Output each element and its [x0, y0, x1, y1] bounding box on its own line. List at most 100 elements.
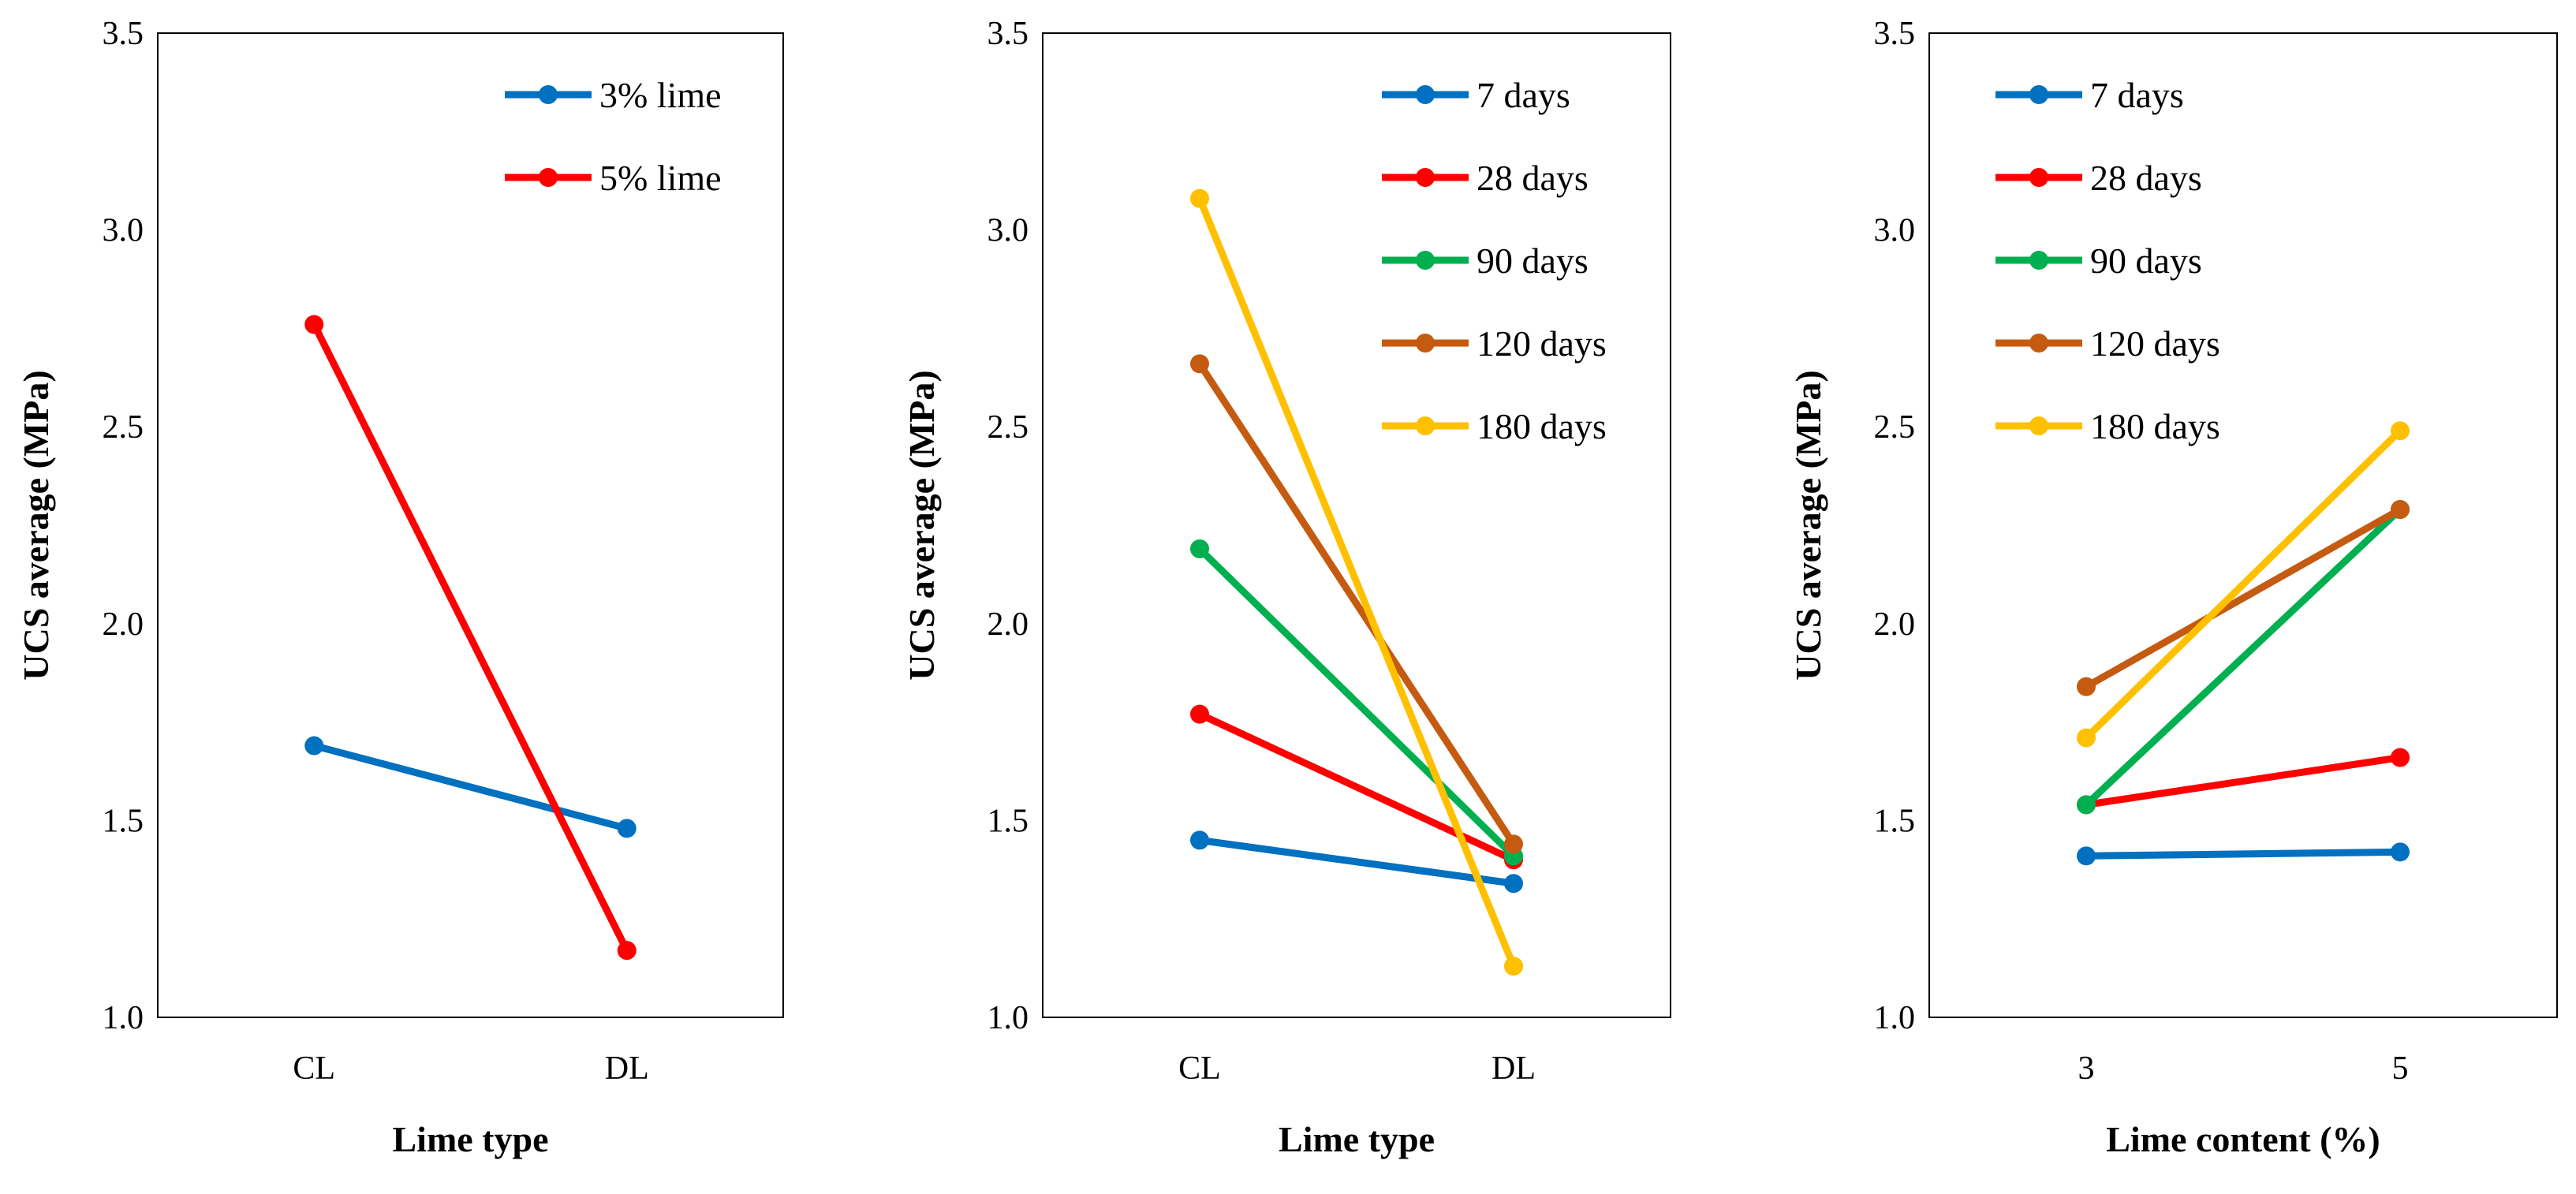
plot-area [1928, 32, 2558, 1018]
series-120-days [2077, 500, 2410, 696]
legend: 7 days 28 days 90 days 120 days 180 days [1995, 75, 2220, 446]
series-3-lime [304, 736, 637, 838]
data-point [1504, 834, 1523, 854]
series-line [1196, 196, 1518, 968]
data-point [304, 315, 324, 334]
legend: 7 days 28 days 90 days 120 days 180 days [1382, 75, 1607, 446]
data-point [1504, 957, 1523, 976]
legend-label: 28 days [2090, 158, 2202, 198]
series-line [2084, 506, 2402, 690]
series-5-lime [304, 315, 637, 961]
legend-swatch-marker [2029, 334, 2048, 353]
data-point [2077, 728, 2096, 748]
series-7-days [2077, 842, 2410, 866]
legend-label: 5% lime [599, 158, 722, 198]
x-tick-label: DL [1491, 1050, 1536, 1087]
legend-label: 7 days [1477, 75, 1570, 115]
legend-swatch-marker [1416, 168, 1435, 187]
series-line [1199, 836, 1514, 887]
series-180-days [2077, 421, 2410, 748]
legend-label: 180 days [2090, 406, 2220, 446]
legend-swatch-marker [2029, 416, 2048, 435]
data-point [2077, 795, 2096, 815]
legend-label: 90 days [1477, 241, 1589, 281]
series-28-days [2077, 748, 2410, 815]
legend-label: 90 days [2090, 241, 2202, 281]
x-tick-label: 5 [2392, 1050, 2409, 1087]
y-axis-label: UCS average (MPa) [16, 370, 56, 680]
y-tick-label: 1.5 [1874, 803, 1916, 839]
y-tick-label: 3.5 [1874, 16, 1916, 52]
legend-swatch-marker [1416, 251, 1435, 270]
y-tick-label: 3.5 [103, 16, 144, 52]
series-line [2085, 754, 2401, 808]
legend-swatch-marker [1416, 334, 1435, 353]
data-point [2077, 846, 2096, 866]
legend-label: 3% lime [599, 75, 722, 115]
series-line [2083, 506, 2403, 808]
legend-label: 7 days [2090, 75, 2184, 115]
legend-swatch-marker [539, 85, 558, 104]
x-tick-label: 3 [2078, 1050, 2095, 1087]
data-point [1190, 539, 1209, 558]
series-7-days [1190, 830, 1523, 894]
series-line [313, 742, 628, 832]
data-point [2391, 421, 2410, 441]
legend-swatch-marker [2029, 85, 2048, 104]
series-line [311, 323, 630, 953]
y-axis-label: UCS average (MPa) [1788, 370, 1828, 680]
y-tick-label: 3.0 [1874, 213, 1916, 249]
series-line [2083, 427, 2403, 741]
series-180-days [1190, 188, 1523, 976]
data-point [617, 941, 637, 961]
series-line [2085, 848, 2401, 860]
chart-panel-2: 1.0 1.5 2.0 2.5 3.0 3.5 CL DL UCS average (MPa) L… [902, 16, 1671, 1159]
legend-swatch-marker [539, 168, 558, 187]
y-tick-label: 2.5 [987, 409, 1029, 446]
y-tick-label: 1.5 [987, 803, 1029, 839]
y-tick-label: 3.0 [103, 213, 144, 249]
y-tick-label: 2.0 [987, 606, 1029, 643]
x-axis-label: Lime type [392, 1119, 548, 1159]
legend-label: 120 days [1477, 323, 1607, 364]
plot-area [1042, 32, 1671, 1018]
legend-swatch-marker [2029, 168, 2048, 187]
legend-label: 120 days [2090, 323, 2220, 364]
data-point [304, 736, 324, 756]
y-tick-label: 1.0 [1874, 1000, 1916, 1036]
legend-swatch-marker [1416, 85, 1435, 104]
series-120-days [1190, 354, 1523, 854]
series-line [1197, 361, 1517, 846]
x-tick-label: DL [605, 1050, 649, 1087]
x-tick-label: CL [293, 1050, 335, 1087]
data-point [1190, 704, 1209, 724]
y-tick-label: 2.5 [1874, 409, 1916, 446]
chart-panel-3: 1.0 1.5 2.0 2.5 3.0 3.5 3 5 UCS average (MPa) Lim… [1788, 16, 2558, 1159]
data-point [1190, 354, 1209, 374]
legend: 3% lime 5% lime [505, 75, 722, 198]
series-line [1198, 711, 1515, 864]
y-axis-label: UCS average (MPa) [902, 370, 942, 680]
y-tick-label: 2.0 [103, 606, 144, 643]
legend-label: 180 days [1477, 406, 1607, 446]
data-point [1190, 188, 1209, 208]
y-tick-label: 1.0 [987, 1000, 1029, 1036]
data-point [617, 819, 637, 838]
y-tick-label: 3.0 [987, 213, 1029, 249]
chart-panel-1: 1.0 1.5 2.0 2.5 3.0 3.5 CL DL UCS average (MPa) L… [16, 16, 784, 1159]
y-tick-label: 1.5 [103, 803, 144, 839]
legend-swatch-marker [2029, 251, 2048, 270]
data-point [2391, 842, 2410, 862]
data-point [1504, 874, 1523, 894]
series-line [1197, 546, 1517, 859]
data-point [2391, 500, 2410, 520]
y-tick-label: 2.0 [1874, 606, 1916, 643]
y-tick-label: 2.5 [103, 409, 144, 446]
data-point [2077, 677, 2096, 696]
y-tick-label: 1.0 [103, 1000, 144, 1036]
data-point [1190, 830, 1209, 850]
x-tick-label: CL [1178, 1050, 1221, 1087]
x-axis-label: Lime content (%) [2106, 1119, 2380, 1159]
x-axis-label: Lime type [1279, 1119, 1435, 1159]
